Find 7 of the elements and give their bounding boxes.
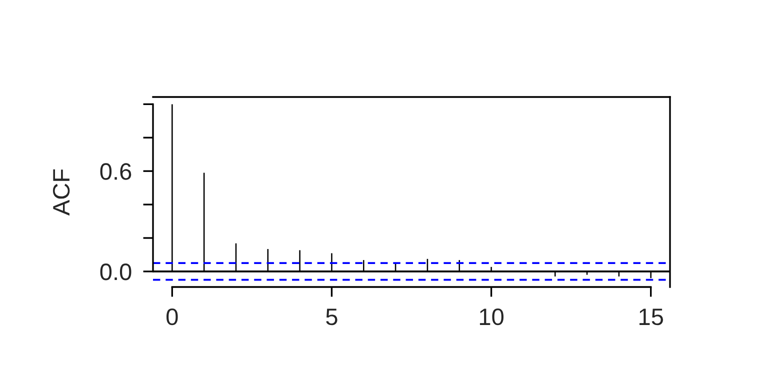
y-axis-title: ACF <box>52 169 70 216</box>
x-tick-label: 5 <box>326 308 338 326</box>
x-tick-label: 10 <box>480 308 504 326</box>
x-tick-label: 15 <box>640 308 663 326</box>
x-tick-label: 0 <box>166 308 178 326</box>
y-tick-label: 0.6 <box>100 163 132 180</box>
y-tick-label: 0.0 <box>100 264 132 280</box>
